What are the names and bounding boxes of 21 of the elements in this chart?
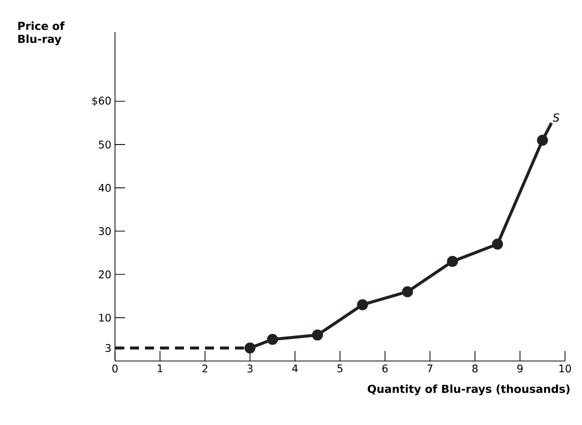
y-tick-label: 30 [98, 227, 111, 236]
annotation: S [552, 113, 560, 122]
x-tick-label: 0 [112, 364, 118, 372]
x-tick-label: 1 [158, 364, 162, 372]
y-tick-label: 10 [99, 314, 111, 322]
x-tick-label: 7 [428, 364, 432, 372]
y-tick-label: 50 [98, 140, 111, 149]
x-tick-label: 6 [382, 364, 388, 372]
y-tick-label: 40 [98, 184, 111, 192]
x-tick-label: 2 [202, 364, 208, 372]
y-tick-label: $60 [92, 96, 111, 106]
x-tick-label: 8 [472, 364, 478, 372]
x-tick-label: 3 [247, 364, 252, 372]
x-tick-label: 9 [517, 364, 523, 372]
x-axis-title: Quantity of Blu-rays (thousands) [368, 384, 570, 396]
y-tick-label: 20 [98, 270, 111, 278]
x-tick-label: 4 [292, 364, 298, 372]
y-axis-title: Price of Blu-ray [18, 22, 65, 46]
x-tick-label: 10 [559, 364, 571, 372]
y-tick-label: 3 [106, 344, 111, 352]
x-tick-label: 5 [337, 364, 342, 372]
